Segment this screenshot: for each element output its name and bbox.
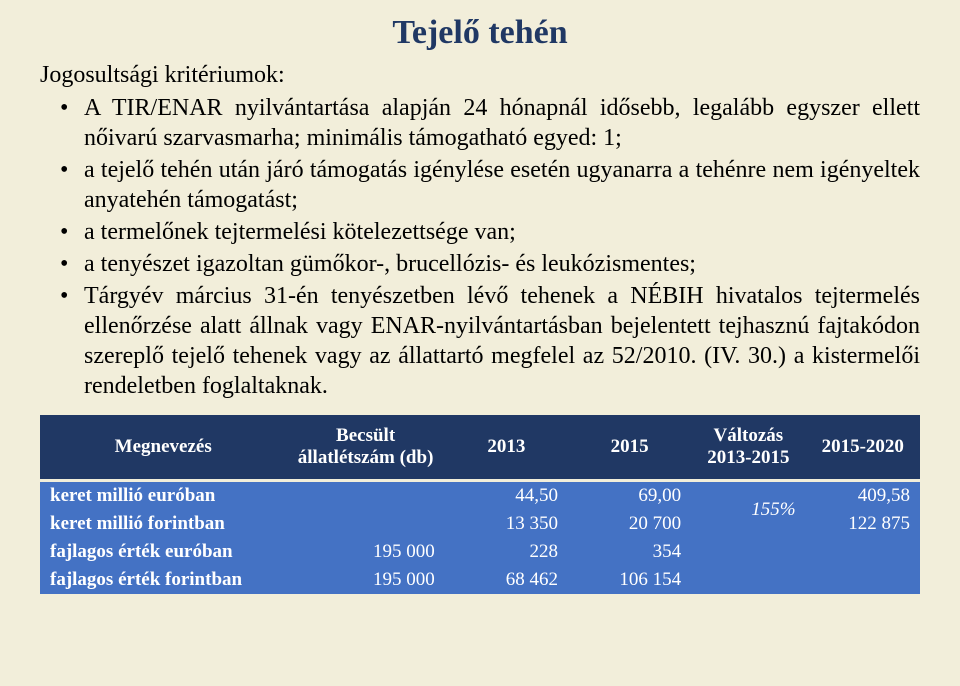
col-header: 2013 bbox=[445, 415, 568, 481]
col-header: Becsült állatlétszám (db) bbox=[286, 415, 444, 481]
col-header: 2015 bbox=[568, 415, 691, 481]
data-table: Megnevezés Becsült állatlétszám (db) 201… bbox=[40, 415, 920, 594]
table-row: keret millió euróban 44,50 69,00 155% 40… bbox=[40, 481, 920, 511]
cell: 13 350 bbox=[445, 510, 568, 538]
criteria-list: A TIR/ENAR nyilvántartása alapján 24 hón… bbox=[40, 93, 920, 401]
cell: 68 462 bbox=[445, 566, 568, 594]
col-header: Megnevezés bbox=[40, 415, 286, 481]
table-header-row: Megnevezés Becsült állatlétszám (db) 201… bbox=[40, 415, 920, 481]
cell-change: 155% bbox=[691, 481, 805, 539]
criteria-heading: Jogosultsági kritériumok: bbox=[40, 62, 920, 89]
page-title: Tejelő tehén bbox=[40, 14, 920, 52]
row-label: keret millió forintban bbox=[40, 510, 286, 538]
col-header: Változás 2013-2015 bbox=[691, 415, 805, 481]
cell bbox=[806, 566, 920, 594]
list-item: a tejelő tehén után járó támogatás igény… bbox=[40, 155, 920, 215]
table-row: fajlagos érték forintban 195 000 68 462 … bbox=[40, 566, 920, 594]
cell: 20 700 bbox=[568, 510, 691, 538]
cell: 354 bbox=[568, 538, 691, 566]
cell: 195 000 bbox=[286, 566, 444, 594]
row-label: keret millió euróban bbox=[40, 481, 286, 511]
col-header: 2015-2020 bbox=[806, 415, 920, 481]
cell bbox=[286, 510, 444, 538]
row-label: fajlagos érték euróban bbox=[40, 538, 286, 566]
cell: 409,58 bbox=[806, 481, 920, 511]
list-item: A TIR/ENAR nyilvántartása alapján 24 hón… bbox=[40, 93, 920, 153]
table-row: fajlagos érték euróban 195 000 228 354 bbox=[40, 538, 920, 566]
list-item: a termelőnek tejtermelési kötelezettsége… bbox=[40, 217, 920, 247]
row-label: fajlagos érték forintban bbox=[40, 566, 286, 594]
list-item: a tenyészet igazoltan gümőkor-, brucelló… bbox=[40, 249, 920, 279]
cell bbox=[806, 538, 920, 566]
cell: 195 000 bbox=[286, 538, 444, 566]
cell bbox=[691, 538, 805, 566]
cell bbox=[286, 481, 444, 511]
cell: 69,00 bbox=[568, 481, 691, 511]
list-item: Tárgyév március 31-én tenyészetben lévő … bbox=[40, 281, 920, 401]
cell: 106 154 bbox=[568, 566, 691, 594]
cell: 44,50 bbox=[445, 481, 568, 511]
cell: 122 875 bbox=[806, 510, 920, 538]
cell: 228 bbox=[445, 538, 568, 566]
cell bbox=[691, 566, 805, 594]
data-table-container: Megnevezés Becsült állatlétszám (db) 201… bbox=[40, 415, 920, 594]
